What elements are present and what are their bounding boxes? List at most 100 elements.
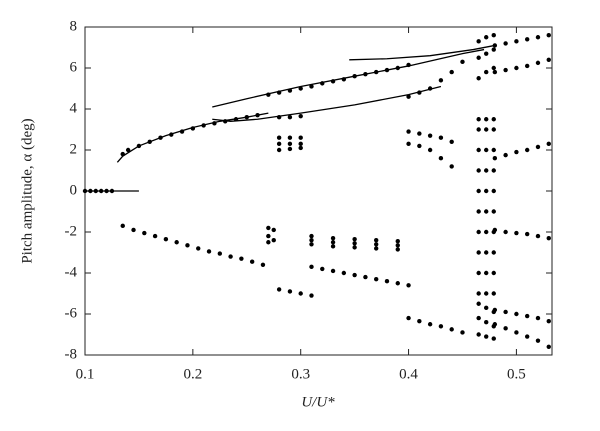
point xyxy=(476,39,481,44)
point xyxy=(125,147,131,153)
point xyxy=(341,270,347,276)
point xyxy=(491,336,496,341)
point xyxy=(491,270,496,276)
point xyxy=(152,233,158,239)
point xyxy=(460,59,465,65)
point xyxy=(287,135,293,140)
x-axis-label: U/U* xyxy=(301,394,335,410)
point xyxy=(212,121,217,126)
point xyxy=(427,86,433,91)
point xyxy=(298,141,303,147)
point xyxy=(427,322,433,327)
point xyxy=(93,188,98,194)
point xyxy=(298,145,303,151)
point xyxy=(535,60,541,66)
point xyxy=(276,135,282,140)
point xyxy=(147,139,152,144)
point xyxy=(395,65,400,71)
point xyxy=(190,126,196,131)
y-tick-label: -8 xyxy=(65,346,78,362)
point xyxy=(201,123,206,128)
point xyxy=(484,147,489,153)
point xyxy=(169,132,174,137)
point xyxy=(298,135,303,140)
point xyxy=(330,244,336,249)
point xyxy=(484,69,489,75)
point xyxy=(374,69,379,75)
point xyxy=(185,243,190,248)
y-tick-label: 6 xyxy=(70,59,78,75)
point xyxy=(514,330,519,335)
point xyxy=(352,236,357,242)
point xyxy=(449,327,454,332)
plot-frame xyxy=(84,26,553,356)
point xyxy=(287,88,293,93)
point xyxy=(196,246,201,251)
point xyxy=(484,334,489,339)
point xyxy=(476,127,481,132)
point xyxy=(503,152,508,158)
point xyxy=(535,144,541,150)
point xyxy=(484,127,489,132)
point xyxy=(352,245,357,250)
point xyxy=(363,274,368,280)
point xyxy=(476,229,481,235)
point xyxy=(352,241,357,246)
point xyxy=(484,209,489,214)
point xyxy=(395,247,400,252)
point xyxy=(287,146,293,152)
point xyxy=(287,289,293,294)
point xyxy=(476,117,481,122)
point xyxy=(491,250,496,255)
point xyxy=(287,141,293,147)
point xyxy=(417,143,422,149)
point xyxy=(330,235,336,241)
point xyxy=(491,47,496,52)
y-tick-label: -2 xyxy=(65,223,78,239)
point xyxy=(228,254,233,259)
point xyxy=(476,301,481,306)
point xyxy=(438,78,444,83)
point xyxy=(476,168,481,173)
point xyxy=(476,76,481,81)
point xyxy=(546,235,551,241)
point xyxy=(276,141,282,147)
x-tick-label: 0.1 xyxy=(76,366,95,382)
y-tick-label: 2 xyxy=(70,141,78,157)
point xyxy=(174,240,179,245)
point xyxy=(417,90,422,95)
point xyxy=(449,164,454,169)
point xyxy=(384,279,390,284)
point xyxy=(374,242,379,247)
point xyxy=(476,250,481,255)
point xyxy=(491,209,496,214)
point xyxy=(120,151,125,157)
point xyxy=(163,236,169,242)
point xyxy=(476,291,481,296)
point xyxy=(417,131,422,136)
point xyxy=(535,315,541,321)
point xyxy=(260,262,266,267)
point xyxy=(330,268,336,274)
point xyxy=(427,147,433,153)
point xyxy=(309,242,314,247)
point xyxy=(514,65,519,71)
point xyxy=(330,79,336,84)
point xyxy=(374,246,379,251)
point xyxy=(492,307,498,313)
point xyxy=(514,149,519,155)
y-tick-label: -6 xyxy=(65,305,78,321)
point xyxy=(374,276,379,282)
point xyxy=(244,115,249,120)
y-tick-label: 0 xyxy=(70,182,78,198)
point xyxy=(484,168,489,173)
y-tick-label: -4 xyxy=(65,264,78,280)
point xyxy=(476,270,481,276)
point xyxy=(476,209,481,214)
point xyxy=(266,240,271,245)
point xyxy=(438,156,444,161)
point xyxy=(406,94,411,99)
point xyxy=(491,147,496,153)
point xyxy=(546,141,551,147)
